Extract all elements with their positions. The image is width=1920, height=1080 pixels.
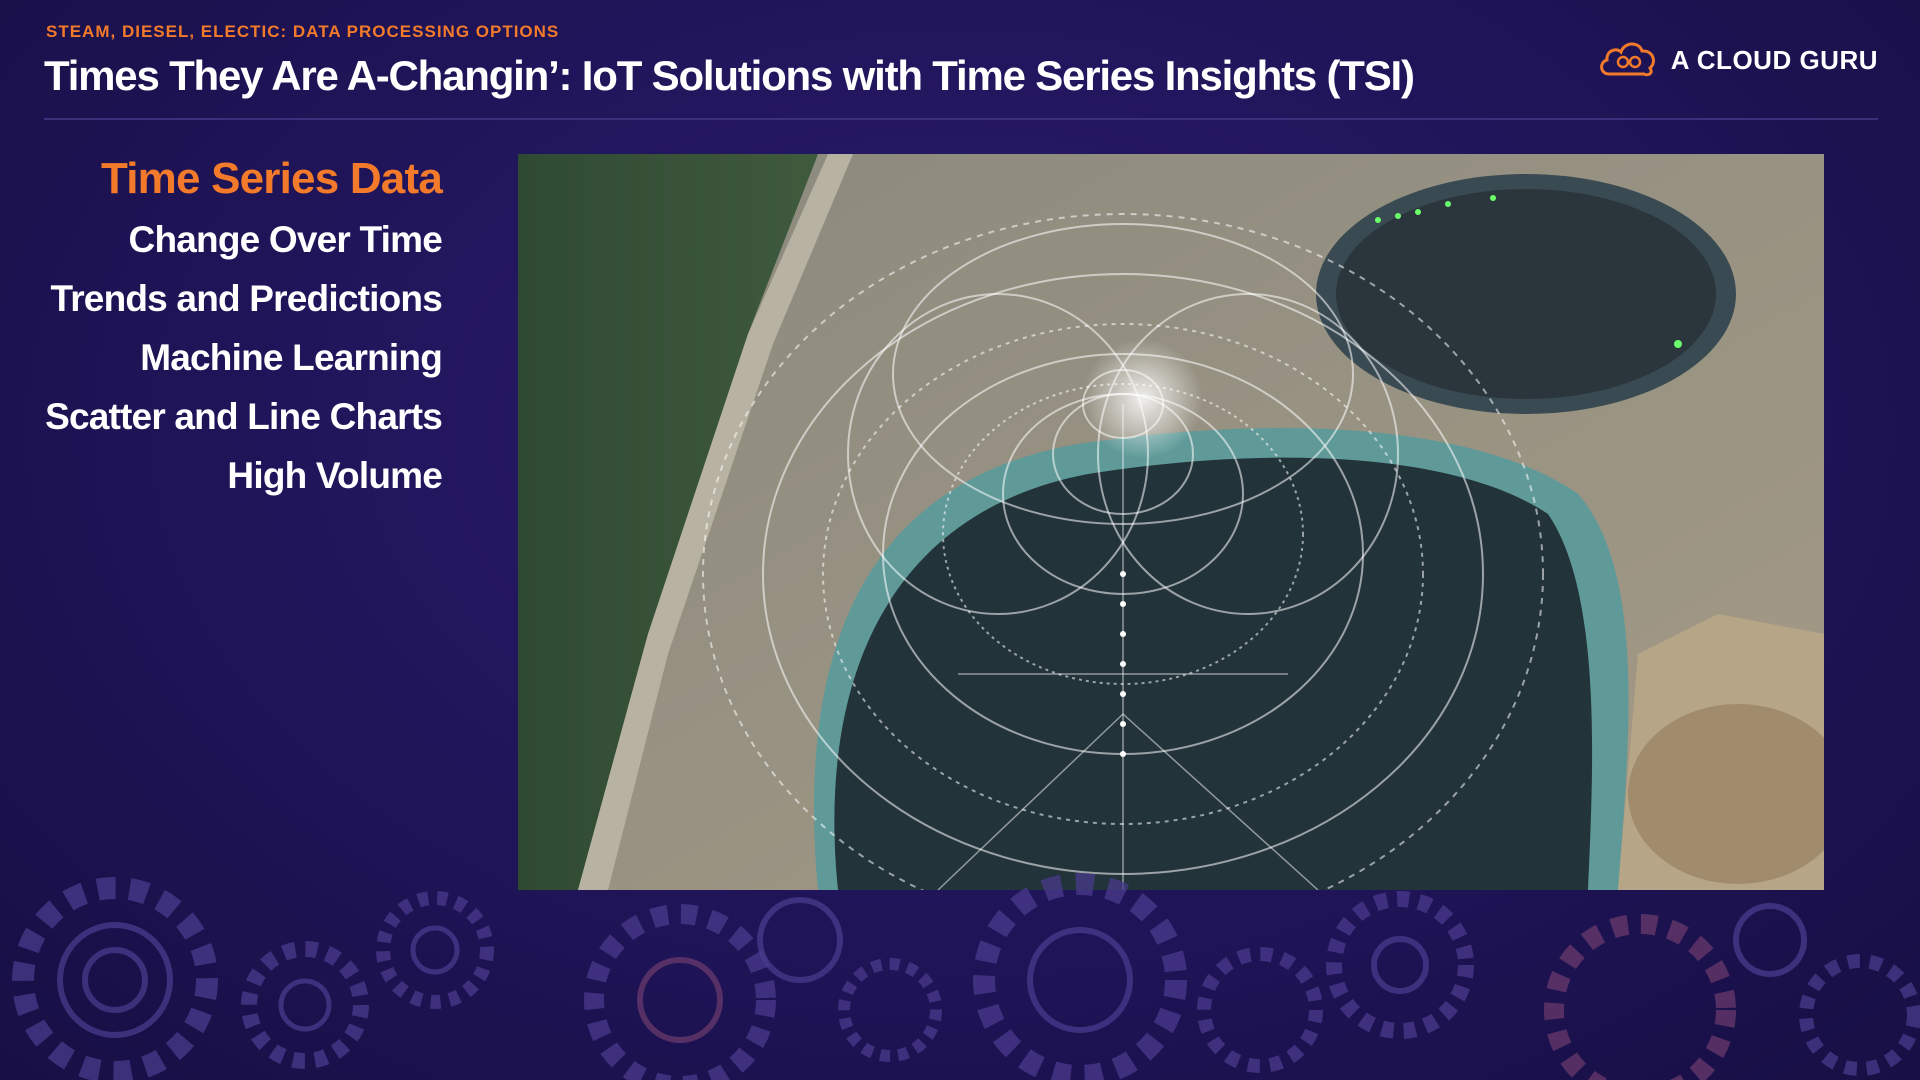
topic-item-time-series-data: Time Series Data <box>100 154 443 203</box>
topic-list: Time Series Data Change Over Time Trends… <box>45 148 443 505</box>
cloud-logo-icon <box>1597 38 1659 83</box>
gears-decoration <box>12 873 1920 1080</box>
slide-kicker: STEAM, DIESEL, ELECTIC: DATA PROCESSING … <box>46 22 560 41</box>
aerial-reservoir-image <box>518 154 1824 890</box>
topic-item-change-over-time: Change Over Time <box>128 219 443 260</box>
header-divider <box>44 118 1878 120</box>
topic-item-high-volume: High Volume <box>227 455 442 496</box>
topic-item-trends-and-predictions: Trends and Predictions <box>50 278 442 319</box>
topic-item-scatter-and-line-charts: Scatter and Line Charts <box>45 396 443 437</box>
brand-logo: A CLOUD GURU <box>1597 38 1878 83</box>
topic-item-machine-learning: Machine Learning <box>140 337 443 378</box>
slide-title: Times They Are A-Changin’: IoT Solutions… <box>44 52 1415 99</box>
brand-name: A CLOUD GURU <box>1670 45 1878 75</box>
